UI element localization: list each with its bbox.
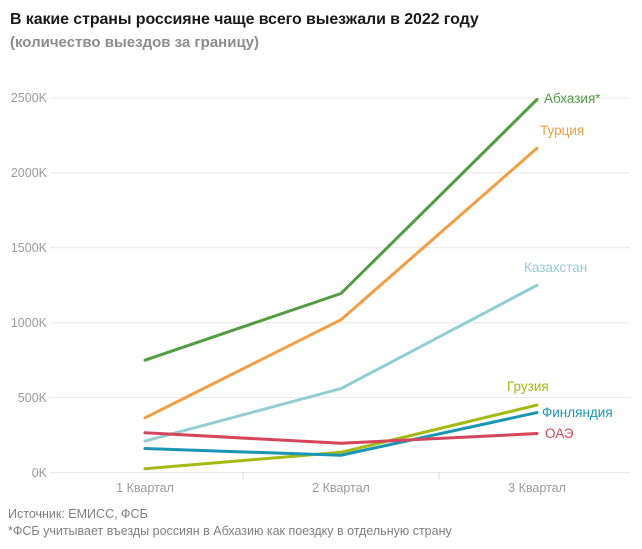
y-axis-tick-label: 0K bbox=[31, 465, 47, 480]
line-series bbox=[143, 97, 539, 362]
y-axis-tick-label: 1000K bbox=[10, 315, 47, 330]
series-label: Турция bbox=[540, 123, 585, 139]
series-label: Абхазия* bbox=[544, 91, 601, 107]
series-label: ОАЭ bbox=[545, 425, 574, 441]
y-axis-tick-label: 1500K bbox=[10, 240, 47, 255]
x-axis-label: 2 Квартал bbox=[312, 481, 370, 495]
series-label: Казахстан bbox=[524, 260, 588, 276]
y-axis-tick-label: 500K bbox=[17, 390, 47, 405]
line-series bbox=[143, 403, 539, 471]
source-text: Источник: ЕМИСС, ФСБ bbox=[8, 507, 148, 521]
y-axis-tick-label: 2000K bbox=[10, 165, 47, 180]
x-axis-label: 1 Квартал bbox=[116, 481, 174, 495]
line-series bbox=[143, 146, 539, 420]
footnote-text: *ФСБ учитывает въезды россиян в Абхазию … bbox=[8, 524, 452, 538]
x-axis-label: 3 Квартал bbox=[508, 481, 566, 495]
chart-subtitle: (количество выездов за границу) bbox=[10, 34, 260, 51]
series-label: Финляндия bbox=[542, 404, 613, 420]
line-series bbox=[143, 431, 539, 445]
series-label: Грузия bbox=[507, 379, 549, 395]
chart-title: В какие страны россияне чаще всего выезж… bbox=[10, 11, 479, 28]
y-axis-tick-label: 2500K bbox=[10, 91, 47, 105]
line-series bbox=[143, 283, 539, 443]
line-series bbox=[143, 411, 539, 457]
